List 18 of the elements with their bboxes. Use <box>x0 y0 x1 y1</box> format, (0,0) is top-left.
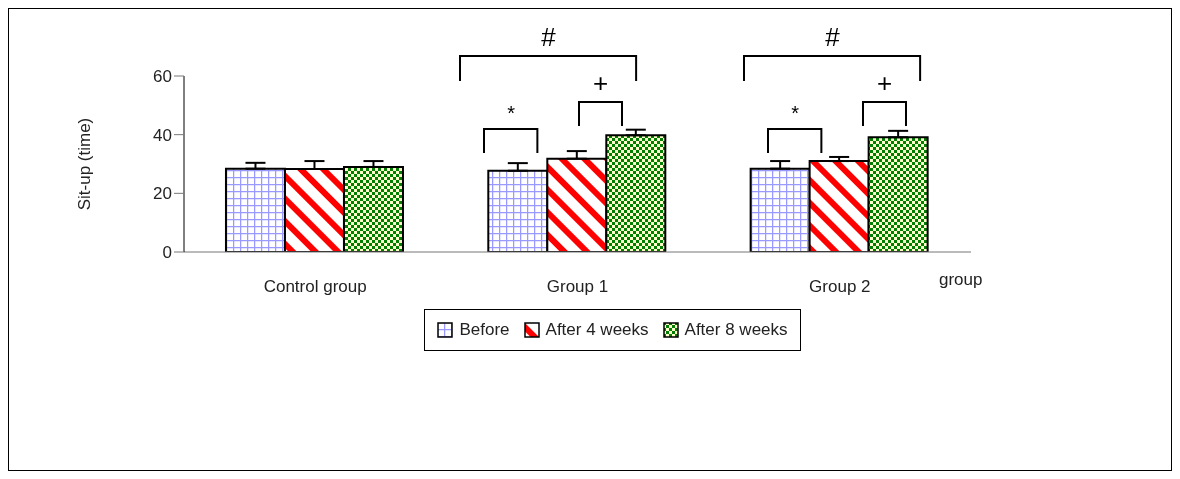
x-tick-label: Group 1 <box>546 277 609 297</box>
text: # <box>540 22 557 52</box>
legend-label: Before <box>459 320 510 340</box>
y-tick-label: 60 <box>153 67 172 87</box>
annotation: * <box>790 102 800 124</box>
x-tick-label: Group 2 <box>809 277 871 297</box>
annotation: + <box>876 68 894 98</box>
y-axis-title: Sit-up (time) <box>75 117 95 211</box>
annotation: + <box>592 68 610 98</box>
y-tick-label: 40 <box>153 125 172 145</box>
annotation: * <box>506 102 516 124</box>
legend-label: After 4 weeks <box>545 320 649 340</box>
x-tick-label: Control group <box>263 277 367 297</box>
text: # <box>824 22 841 52</box>
legend-label: After 8 weeks <box>684 320 788 340</box>
y-tick-label: 20 <box>153 184 172 204</box>
x-axis-title: group <box>939 270 983 290</box>
y-tick-label: 0 <box>162 243 172 263</box>
